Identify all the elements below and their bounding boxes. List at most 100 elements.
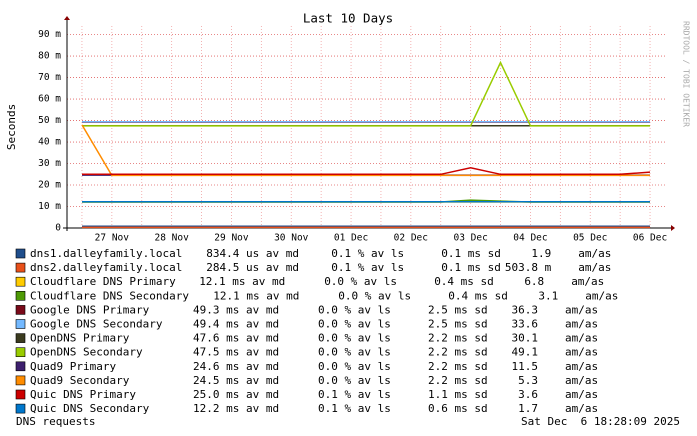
x-tick-label: 04 Dec xyxy=(513,233,547,244)
legend-stat: 49.3 ms av md xyxy=(193,303,279,316)
legend-stat: am/as xyxy=(565,402,598,415)
legend-stat: am/as xyxy=(565,346,598,359)
legend-swatch xyxy=(15,262,26,273)
legend-stat: 47.5 ms av md xyxy=(193,346,279,359)
legend-stat: am/as xyxy=(565,374,598,387)
legend-stat: am/as xyxy=(565,303,598,316)
legend-stat: 24.6 ms av md xyxy=(193,360,279,373)
legend-stat: 0.1 % av ls xyxy=(318,388,391,401)
legend-stat: 36.3 xyxy=(512,303,539,316)
legend-stat: 1.7 xyxy=(518,402,538,415)
legend-swatch xyxy=(15,375,26,386)
legend-stat: 0.1 ms sd xyxy=(441,261,501,274)
legend-swatch xyxy=(15,305,26,315)
legend-swatch xyxy=(15,389,26,400)
x-tick-label: 03 Dec xyxy=(453,233,487,244)
legend-stat: 6.8 xyxy=(524,275,544,288)
y-tick-label: 20 m xyxy=(38,180,61,191)
legend-stat: am/as xyxy=(565,318,598,331)
series-line xyxy=(81,124,650,177)
x-tick-label: 29 Nov xyxy=(214,233,249,244)
legend-stat: 2.2 ms sd xyxy=(428,374,488,387)
chart-title: Last 10 Days xyxy=(303,11,393,26)
legend-stat: 33.6 xyxy=(512,318,539,331)
axis-arrow xyxy=(64,16,70,20)
y-axis-label: Seconds xyxy=(5,104,18,150)
legend-label: Google DNS Secondary xyxy=(30,318,163,331)
legend-stat: 1.9 xyxy=(531,247,551,260)
y-tick-label: 70 m xyxy=(38,72,61,83)
legend-stat: 0.0 % av ls xyxy=(318,360,391,373)
legend-stat: 1.1 ms sd xyxy=(428,388,488,401)
legend-label: OpenDNS Primary xyxy=(30,332,130,345)
legend-stat: 47.6 ms av md xyxy=(193,332,279,345)
y-tick-label: 10 m xyxy=(38,201,61,212)
legend-label: Quic DNS Primary xyxy=(30,388,136,401)
legend-swatch xyxy=(15,290,26,301)
legend-stat: 0.6 ms sd xyxy=(428,402,488,415)
legend-stat: am/as xyxy=(565,388,598,401)
legend-label: Quad9 Secondary xyxy=(30,374,130,387)
legend-stat: am/as xyxy=(565,332,598,345)
y-tick-label: 90 m xyxy=(38,29,61,40)
legend-stat: 24.5 ms av md xyxy=(193,374,279,387)
footer-right: Sat Dec 6 18:28:09 2025 xyxy=(521,415,680,428)
y-tick-label: 60 m xyxy=(38,94,61,105)
legend-stat: 0.0 % av ls xyxy=(318,303,391,316)
legend-label: Cloudflare DNS Primary xyxy=(30,275,176,288)
legend-stat: am/as xyxy=(565,360,598,373)
legend-stat: am/as xyxy=(578,247,611,260)
legend-stat: 11.5 xyxy=(512,360,539,373)
legend-stat: 2.5 ms sd xyxy=(428,318,488,331)
legend-stat: 2.5 ms sd xyxy=(428,303,488,316)
x-tick-label: 27 Nov xyxy=(95,233,130,244)
legend-swatch xyxy=(15,403,26,414)
legend-stat: 0.1 % av ls xyxy=(331,261,404,274)
x-tick-label: 06 Dec xyxy=(633,233,667,244)
legend-swatch xyxy=(15,276,26,287)
legend-stat: 12.2 ms av md xyxy=(193,402,279,415)
legend-stat: 503.8 m xyxy=(505,261,552,274)
series-line xyxy=(82,167,651,176)
y-tick-label: 0 xyxy=(55,223,61,234)
legend-stat: 284.5 us av md xyxy=(206,261,299,274)
legend-stat: 0.0 % av ls xyxy=(324,275,397,288)
legend-stat: 0.1 ms sd xyxy=(441,247,501,260)
legend-label: dns2.dalleyfamily.local xyxy=(30,261,182,274)
footer-left: DNS requests xyxy=(16,415,95,428)
legend-stat: 0.4 ms sd xyxy=(448,289,508,302)
legend-stat: am/as xyxy=(585,289,618,302)
legend-label: OpenDNS Secondary xyxy=(30,346,143,359)
legend-stat: 0.4 ms sd xyxy=(434,275,494,288)
legend-stat: 0.0 % av ls xyxy=(318,346,391,359)
watermark: RRDTOOL / TOBI OETIKER xyxy=(682,21,691,127)
y-tick-label: 50 m xyxy=(38,115,61,126)
legend-stat: 2.2 ms sd xyxy=(428,360,488,373)
x-tick-label: 01 Dec xyxy=(334,233,368,244)
series-line xyxy=(82,60,650,127)
legend-swatch xyxy=(15,361,26,372)
x-tick-label: 05 Dec xyxy=(573,233,607,244)
y-tick-label: 80 m xyxy=(38,51,61,62)
legend-stat: 0.0 % av ls xyxy=(338,289,411,302)
legend-swatch xyxy=(15,347,26,358)
legend-label: Quad9 Primary xyxy=(30,360,116,373)
legend-stat: 0.0 % av ls xyxy=(318,332,391,345)
plot-area xyxy=(67,26,665,228)
y-tick-label: 30 m xyxy=(38,158,61,169)
legend-label: Cloudflare DNS Secondary xyxy=(30,289,189,302)
legend-stat: am/as xyxy=(578,261,611,274)
legend-stat: 25.0 ms av md xyxy=(193,388,279,401)
legend-stat: 834.4 us av md xyxy=(206,247,299,260)
legend-stat: 30.1 xyxy=(512,332,539,345)
legend-stat: am/as xyxy=(571,275,604,288)
x-tick-label: 28 Nov xyxy=(154,233,189,244)
legend-stat: 12.1 ms av md xyxy=(213,289,299,302)
legend-swatch xyxy=(15,248,26,259)
legend-stat: 0.1 % av ls xyxy=(331,247,404,260)
legend-stat: 0.0 % av ls xyxy=(318,374,391,387)
legend-label: Quic DNS Secondary xyxy=(30,402,150,415)
x-tick-label: 02 Dec xyxy=(394,233,428,244)
